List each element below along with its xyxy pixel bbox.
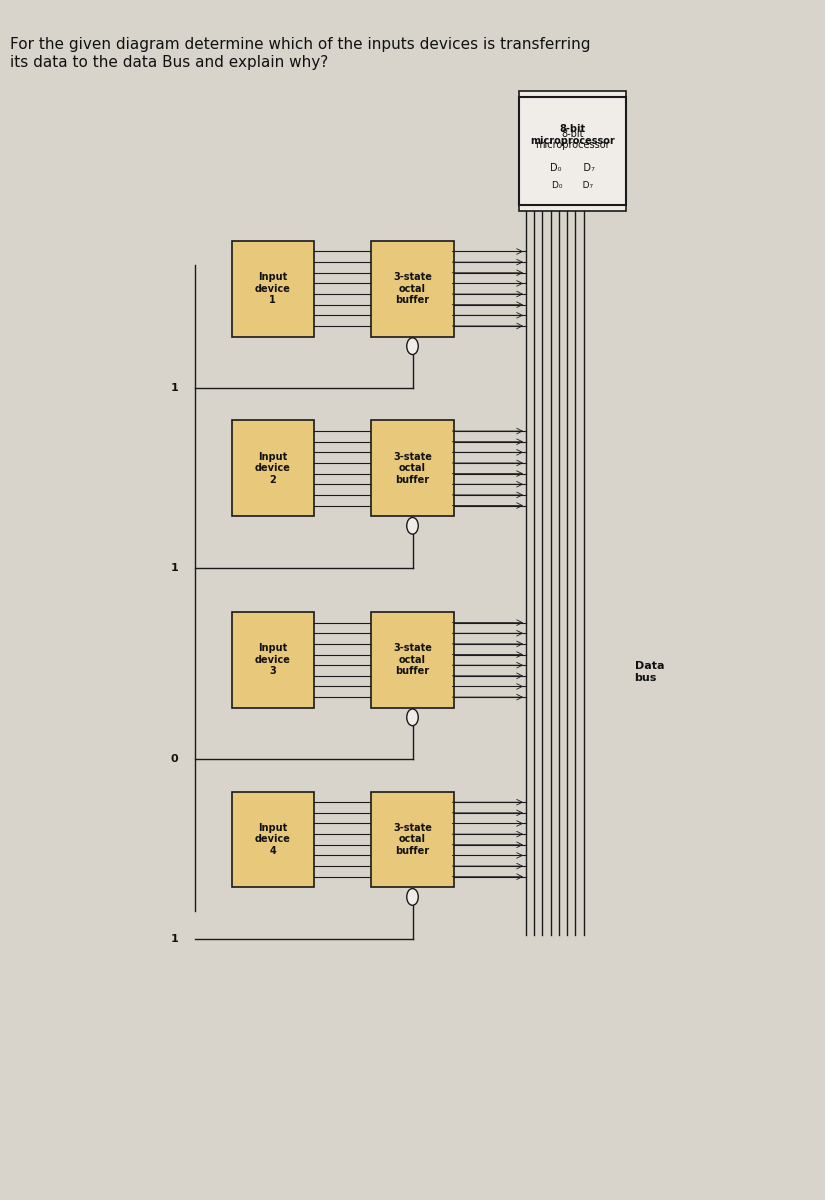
Text: 1: 1 [171, 563, 178, 572]
FancyBboxPatch shape [232, 241, 314, 337]
Circle shape [407, 517, 418, 534]
Text: 3-state
octal
buffer: 3-state octal buffer [393, 643, 432, 677]
Text: 8-bit
microprocessor: 8-bit microprocessor [530, 124, 615, 145]
Text: Data
bus: Data bus [634, 661, 664, 683]
Text: Input
device
2: Input device 2 [255, 451, 290, 485]
FancyBboxPatch shape [371, 420, 454, 516]
Circle shape [407, 709, 418, 726]
Text: 3-state
octal
buffer: 3-state octal buffer [393, 823, 432, 856]
Text: 1: 1 [171, 934, 178, 944]
Text: Input
device
4: Input device 4 [255, 823, 290, 856]
Text: Input
device
1: Input device 1 [255, 272, 290, 305]
Text: 8-bit
microprocessor

D₀       D₇: 8-bit microprocessor D₀ D₇ [535, 128, 610, 174]
FancyBboxPatch shape [520, 97, 626, 205]
Text: 3-state
octal
buffer: 3-state octal buffer [393, 451, 432, 485]
Text: 1: 1 [171, 383, 178, 394]
FancyBboxPatch shape [371, 241, 454, 337]
Text: D₀       D₇: D₀ D₇ [552, 181, 593, 190]
FancyBboxPatch shape [371, 792, 454, 887]
FancyBboxPatch shape [232, 792, 314, 887]
Text: 3-state
octal
buffer: 3-state octal buffer [393, 272, 432, 305]
Circle shape [407, 888, 418, 905]
FancyBboxPatch shape [520, 91, 626, 211]
FancyBboxPatch shape [232, 612, 314, 708]
Text: Input
device
3: Input device 3 [255, 643, 290, 677]
Text: For the given diagram determine which of the inputs devices is transferring
its : For the given diagram determine which of… [10, 37, 590, 70]
FancyBboxPatch shape [232, 420, 314, 516]
Circle shape [407, 338, 418, 354]
FancyBboxPatch shape [371, 612, 454, 708]
Text: 0: 0 [171, 755, 178, 764]
